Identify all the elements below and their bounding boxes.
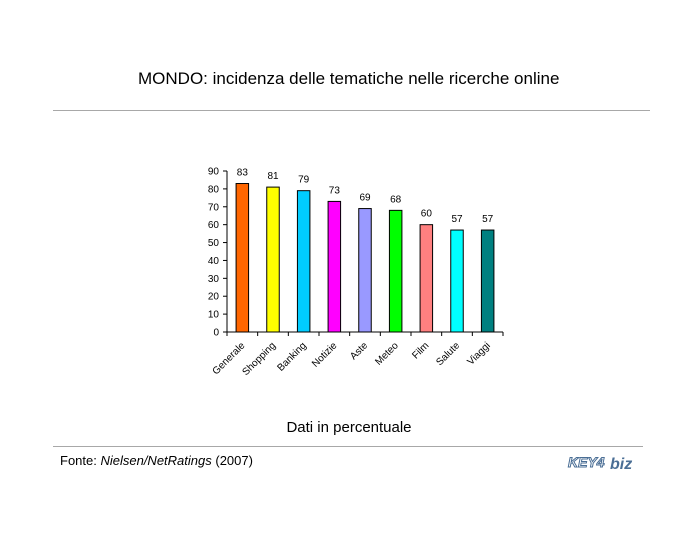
data-label: 57 <box>451 214 463 225</box>
x-tick-label: Salute <box>434 340 462 368</box>
x-tick-label: Notizie <box>310 340 340 370</box>
data-label: 79 <box>298 175 310 186</box>
bottom-divider <box>53 446 643 447</box>
bar-aste <box>358 208 372 333</box>
source-name: Nielsen/NetRatings <box>100 453 212 468</box>
top-divider <box>53 110 650 111</box>
x-tick-label: Meteo <box>373 340 401 368</box>
bars: 83 81 79 73 69 68 60 57 57 <box>235 168 495 333</box>
x-tick-label: Viaggi <box>465 340 492 367</box>
data-label: 83 <box>237 168 249 179</box>
x-tick-label: Banking <box>275 340 308 373</box>
y-tick-label: 30 <box>208 274 220 285</box>
y-tick-label: 40 <box>208 256 220 267</box>
y-tick-label: 10 <box>208 310 220 321</box>
logo-right-text: biz <box>610 456 632 473</box>
y-tick-label: 80 <box>208 184 220 195</box>
bar-shopping <box>266 186 280 333</box>
bar-generale <box>235 183 250 333</box>
bar-viaggi <box>480 229 495 333</box>
bar-notizie <box>327 200 342 333</box>
data-label: 73 <box>329 185 341 196</box>
data-note: Dati in percentuale <box>0 419 700 436</box>
bar-meteo <box>388 209 403 333</box>
y-tick-label: 70 <box>208 202 220 213</box>
data-label: 57 <box>482 214 494 225</box>
y-tick-label: 0 <box>213 328 219 339</box>
source-prefix: Fonte: <box>60 453 101 468</box>
chart-title: MONDO: incidenza delle tematiche nelle r… <box>138 69 560 88</box>
bar-banking <box>296 190 311 333</box>
x-tick-label: Shopping <box>240 340 278 378</box>
source-line: Fonte: Nielsen/NetRatings (2007) <box>60 453 253 468</box>
y-tick-label: 60 <box>208 220 220 231</box>
y-tick-label: 50 <box>208 238 220 249</box>
y-axis: 0 10 20 30 40 50 60 70 80 90 <box>208 167 228 339</box>
data-note-text: Dati in percentuale <box>286 419 412 436</box>
y-tick-label: 90 <box>208 167 220 178</box>
y-tick-label: 20 <box>208 292 220 303</box>
x-tick-label: Film <box>410 340 431 361</box>
data-label: 69 <box>359 193 371 204</box>
key4biz-logo: KEY4 biz <box>568 454 633 474</box>
bar-film <box>419 224 434 333</box>
x-tick-label: Aste <box>348 340 370 362</box>
data-label: 60 <box>421 209 433 220</box>
logo-left-text: KEY4 <box>568 454 605 470</box>
data-label: 81 <box>267 171 279 182</box>
bar-salute <box>450 229 464 333</box>
source-year: (2007) <box>211 453 253 468</box>
data-label: 68 <box>390 194 402 205</box>
